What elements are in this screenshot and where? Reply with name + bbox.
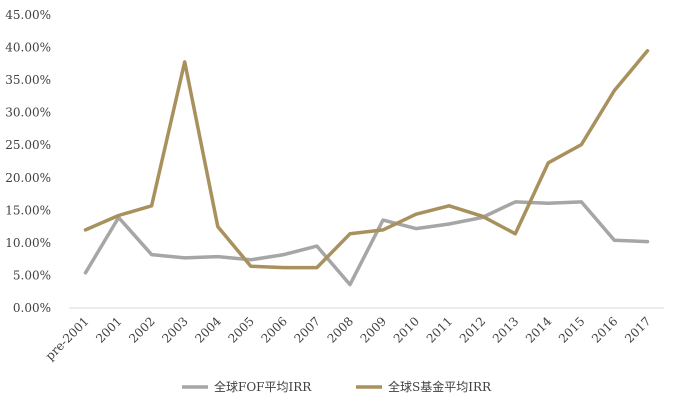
y-tick-label: 40.00% bbox=[5, 41, 51, 55]
x-tick-label: 2012 bbox=[457, 314, 488, 345]
x-tick-label: 2015 bbox=[556, 314, 587, 345]
x-tick-label: pre-2001 bbox=[43, 314, 92, 363]
y-tick-label: 35.00% bbox=[5, 73, 51, 87]
x-tick-label: 2001 bbox=[93, 314, 124, 345]
x-tick-label: 2006 bbox=[258, 314, 289, 345]
x-tick-label: 2002 bbox=[126, 314, 157, 345]
x-tick-label: 2014 bbox=[523, 314, 555, 346]
legend-label: 全球FOF平均IRR bbox=[214, 379, 312, 394]
legend: 全球FOF平均IRR 全球S基金平均IRR bbox=[182, 379, 492, 394]
y-tick-label: 20.00% bbox=[5, 171, 51, 185]
x-tick-label: 2005 bbox=[225, 314, 256, 345]
x-tick-label: 2017 bbox=[622, 314, 653, 345]
y-tick-label: 0.00% bbox=[13, 301, 51, 315]
series-lines bbox=[83, 49, 650, 287]
y-tick-label: 30.00% bbox=[5, 106, 51, 120]
series-line-1 bbox=[83, 49, 650, 270]
y-tick-label: 45.00% bbox=[5, 8, 51, 22]
y-tick-label: 10.00% bbox=[5, 236, 51, 250]
x-tick-label: 2004 bbox=[192, 314, 224, 346]
y-tick-label: 15.00% bbox=[5, 203, 51, 217]
y-tick-label: 5.00% bbox=[13, 268, 51, 282]
x-axis-ticks: pre-2001 2001 2002 2003 2004 2005 2006 2007 2008… bbox=[43, 314, 654, 363]
x-tick-label: 2011 bbox=[424, 314, 455, 345]
x-tick-label: 2009 bbox=[358, 314, 389, 345]
x-tick-label: 2016 bbox=[589, 314, 620, 345]
x-tick-label: 2008 bbox=[325, 314, 356, 345]
legend-label: 全球S基金平均IRR bbox=[388, 379, 492, 394]
y-axis-ticks: 0.00% 5.00% 10.00% 15.00% 20.00% 25.00% 30.00%… bbox=[5, 8, 51, 315]
series-line-0 bbox=[83, 200, 650, 287]
x-tick-label: 2013 bbox=[490, 314, 521, 345]
x-tick-label: 2003 bbox=[159, 314, 190, 345]
y-tick-label: 25.00% bbox=[5, 138, 51, 152]
x-tick-label: 2007 bbox=[292, 314, 323, 345]
x-tick-label: 2010 bbox=[391, 314, 422, 345]
